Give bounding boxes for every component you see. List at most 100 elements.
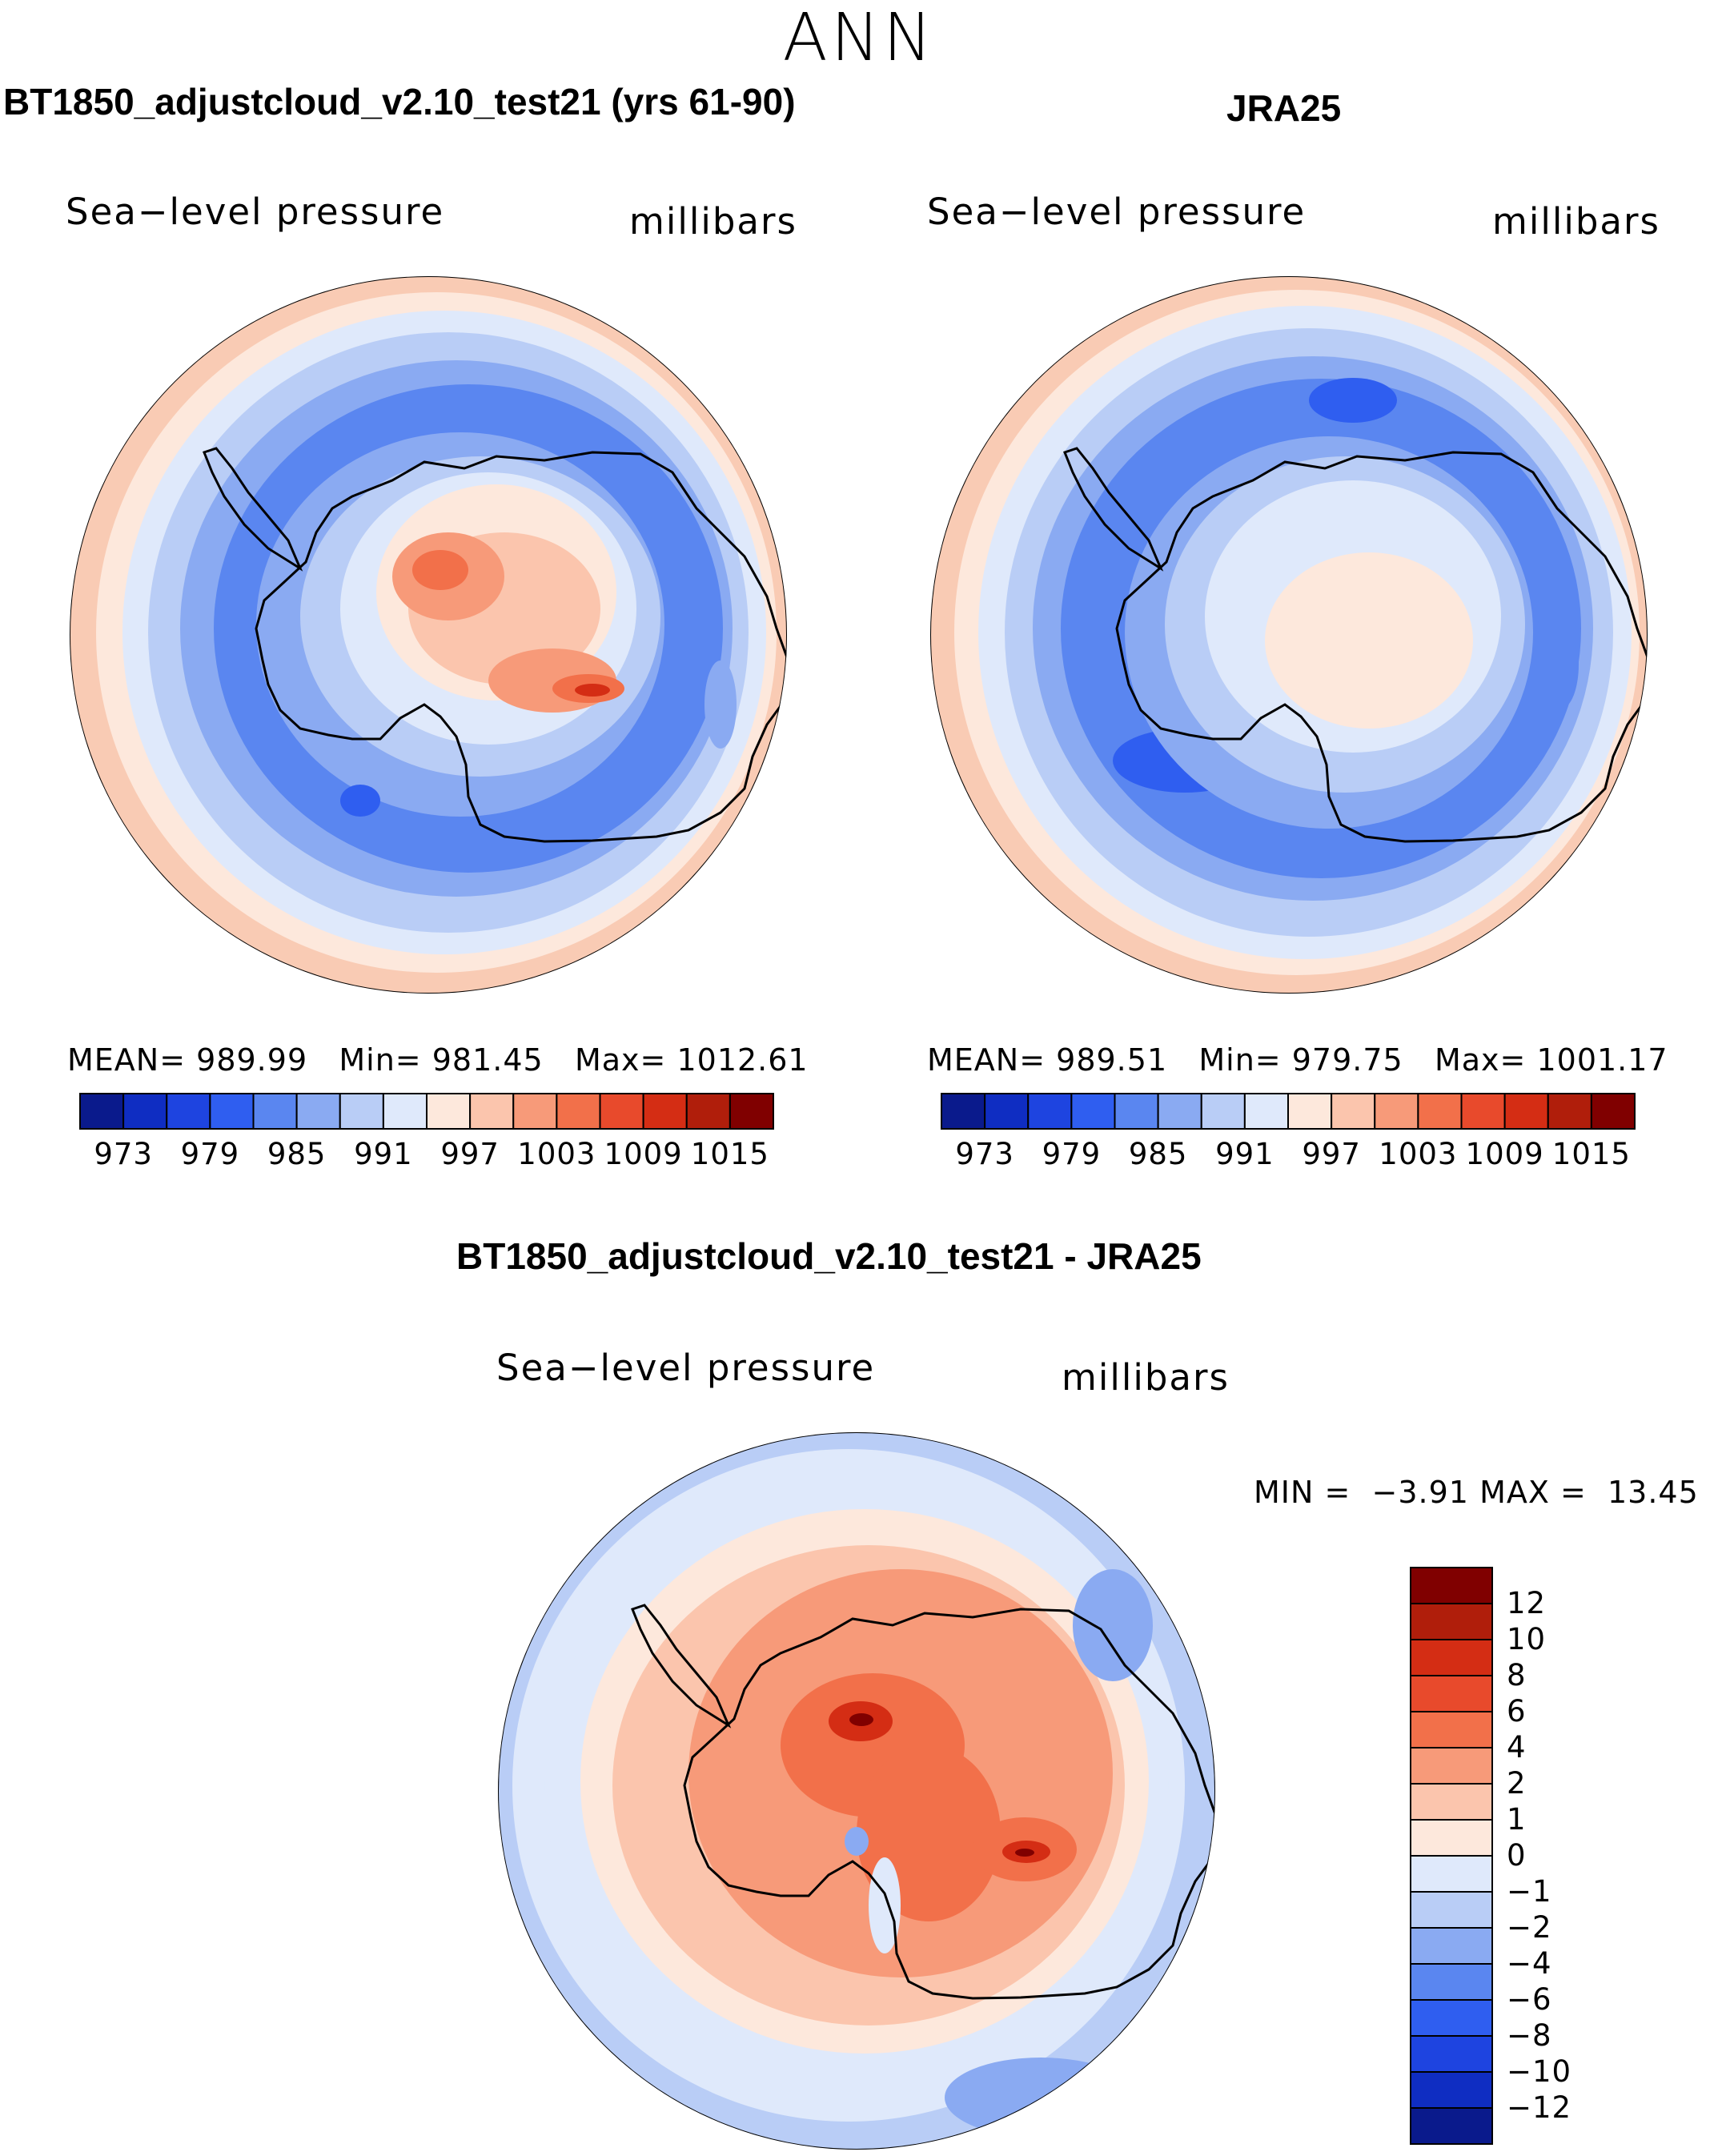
colorbar-model-swatch [556, 1093, 601, 1130]
colorbar-diff-label: 1 [1507, 1802, 1527, 1837]
colorbar-diff-label: −4 [1507, 1946, 1552, 1981]
colorbar-obs-swatch [1374, 1093, 1419, 1130]
colorbar-obs-swatch [1287, 1093, 1333, 1130]
colorbar-obs-tick-label: 1009 [1465, 1137, 1544, 1171]
colorbar-model-tick-label: 973 [94, 1137, 153, 1171]
panel3-min-label: MIN = [1254, 1475, 1351, 1510]
panel2-stats: MEAN= 989.51 Min= 979.75 Max= 1001.17 [927, 1042, 1668, 1078]
panel2-title: JRA25 [1226, 87, 1342, 129]
colorbar-model-swatch [252, 1093, 298, 1130]
panel1-units: millibars [629, 200, 797, 243]
panel3-max-label: MAX = [1479, 1475, 1587, 1510]
colorbar-obs-swatch [1503, 1093, 1549, 1130]
colorbar-model-swatch [512, 1093, 558, 1130]
colorbar-diff-swatch [1410, 1855, 1493, 1893]
colorbar-obs-swatch [1417, 1093, 1463, 1130]
colorbar-diff-label: 4 [1507, 1730, 1527, 1765]
colorbar-model-swatch [599, 1093, 644, 1130]
colorbar-diff-label: −10 [1507, 2054, 1572, 2089]
colorbar-obs-swatch [1243, 1093, 1289, 1130]
colorbar-diff [1410, 1567, 1493, 2145]
colorbar-model-swatch [469, 1093, 515, 1130]
colorbar-model-swatch [166, 1093, 211, 1130]
panel3-max-value: 13.45 [1607, 1475, 1699, 1510]
colorbar-model-swatch [729, 1093, 774, 1130]
colorbar-model-tick-label: 1003 [517, 1137, 596, 1171]
colorbar-model-swatch [79, 1093, 125, 1130]
panel1-min-value: 981.45 [432, 1042, 544, 1078]
colorbar-diff-swatch [1410, 1567, 1493, 1604]
colorbar-diff-label: −8 [1507, 2018, 1552, 2053]
panel1-mean-label: MEAN= [67, 1042, 187, 1078]
colorbar-diff-label: 8 [1507, 1658, 1527, 1692]
panel2-units: millibars [1492, 200, 1660, 243]
colorbar-model-swatch [295, 1093, 341, 1130]
colorbar-model-tick-label: 979 [180, 1137, 240, 1171]
panel2-mean-value: 989.51 [1056, 1042, 1168, 1078]
colorbar-obs-tick-label: 997 [1302, 1137, 1361, 1171]
panel3-title: BT1850_adjustcloud_v2.10_test21 - JRA25 [456, 1235, 1202, 1277]
colorbar-obs-swatch [1590, 1093, 1636, 1130]
panel1-title: BT1850_adjustcloud_v2.10_test21 (yrs 61-… [3, 81, 796, 122]
panel2-min-label: Min= [1198, 1042, 1282, 1078]
colorbar-model-tick-label: 1009 [604, 1137, 683, 1171]
colorbar-diff-label: −6 [1507, 1982, 1552, 2017]
panel2-min-value: 979.75 [1291, 1042, 1403, 1078]
colorbar-diff-swatch [1410, 1819, 1493, 1857]
colorbar-diff-label: −2 [1507, 1910, 1552, 1945]
map-diff [498, 1432, 1215, 2150]
colorbar-model-swatch [426, 1093, 472, 1130]
colorbar-obs-tick-label: 979 [1042, 1137, 1102, 1171]
colorbar-diff-label: 10 [1507, 1622, 1547, 1656]
colorbar-diff-swatch [1410, 1711, 1493, 1748]
colorbar-diff-label: −1 [1507, 1874, 1552, 1909]
colorbar-diff-label: 2 [1507, 1766, 1527, 1801]
panel1-variable: Sea−level pressure [66, 191, 445, 233]
colorbar-obs-swatch [1200, 1093, 1246, 1130]
panel3-variable: Sea−level pressure [496, 1347, 876, 1389]
colorbar-model-tick-label: 985 [267, 1137, 327, 1171]
colorbar-diff-swatch [1410, 1747, 1493, 1785]
colorbar-obs-swatch [1027, 1093, 1073, 1130]
panel3-min-value: −3.91 [1371, 1475, 1469, 1510]
colorbar-model [79, 1093, 774, 1130]
colorbar-diff-label: −12 [1507, 2090, 1572, 2125]
colorbar-obs [941, 1093, 1636, 1130]
colorbar-obs-swatch [984, 1093, 1030, 1130]
colorbar-diff-swatch [1410, 2107, 1493, 2145]
colorbar-diff-swatch [1410, 2071, 1493, 2109]
panel3-units: millibars [1062, 1356, 1230, 1399]
colorbar-obs-tick-label: 973 [955, 1137, 1014, 1171]
colorbar-model-tick-label: 991 [354, 1137, 413, 1171]
colorbar-diff-label: 6 [1507, 1694, 1527, 1728]
colorbar-diff-swatch [1410, 1927, 1493, 1965]
panel3-stats: MIN = −3.91 MAX = 13.45 [1254, 1475, 1699, 1510]
panel2-mean-label: MEAN= [927, 1042, 1046, 1078]
map-obs [930, 276, 1648, 994]
colorbar-obs-tick-label: 991 [1215, 1137, 1274, 1171]
panel1-max-value: 1012.61 [676, 1042, 809, 1078]
panel1-min-label: Min= [339, 1042, 422, 1078]
colorbar-obs-tick-label: 985 [1128, 1137, 1188, 1171]
colorbar-diff-label: 12 [1507, 1586, 1547, 1620]
panel1-mean-value: 989.99 [196, 1042, 308, 1078]
colorbar-model-swatch [339, 1093, 384, 1130]
colorbar-diff-swatch [1410, 1963, 1493, 2001]
colorbar-obs-tick-label: 1015 [1551, 1137, 1631, 1171]
panel2-max-value: 1001.17 [1536, 1042, 1668, 1078]
colorbar-diff-swatch [1410, 1999, 1493, 2037]
panel2-variable: Sea−level pressure [927, 191, 1307, 233]
panel1-max-label: Max= [574, 1042, 667, 1078]
colorbar-model-tick-label: 1015 [690, 1137, 769, 1171]
colorbar-diff-swatch [1410, 2035, 1493, 2073]
colorbar-obs-swatch [1070, 1093, 1116, 1130]
colorbar-obs-swatch [1157, 1093, 1202, 1130]
season-title: ANN [782, 0, 936, 76]
colorbar-obs-swatch [941, 1093, 986, 1130]
colorbar-obs-swatch [1460, 1093, 1506, 1130]
colorbar-model-swatch [642, 1093, 688, 1130]
colorbar-model-swatch [122, 1093, 168, 1130]
panel1-stats: MEAN= 989.99 Min= 981.45 Max= 1012.61 [67, 1042, 809, 1078]
colorbar-diff-swatch [1410, 1639, 1493, 1676]
